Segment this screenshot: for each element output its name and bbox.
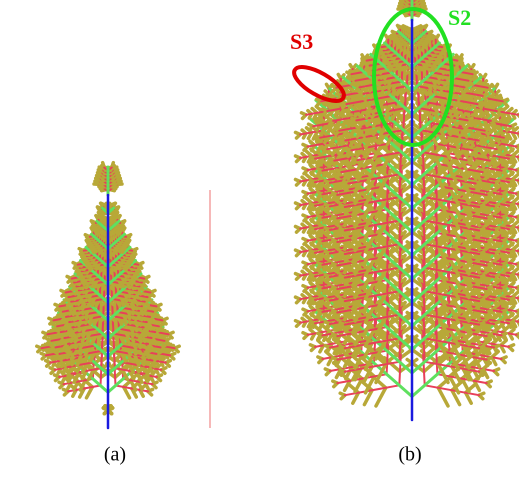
branch — [438, 388, 448, 406]
trees — [37, 0, 519, 428]
branch — [376, 388, 386, 406]
figure: S3 S2 (a) (b) — [0, 0, 519, 488]
